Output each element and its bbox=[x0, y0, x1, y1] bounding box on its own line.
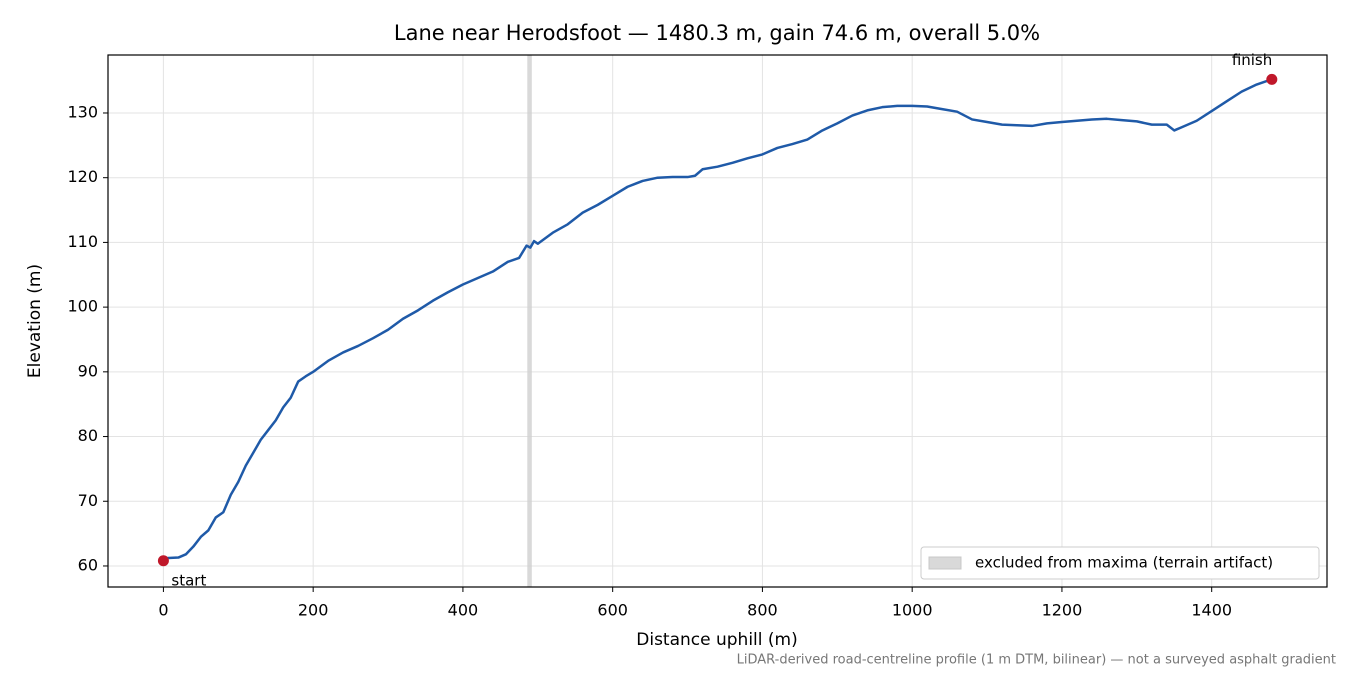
x-tick-label: 1000 bbox=[892, 601, 933, 620]
legend-label: excluded from maxima (terrain artifact) bbox=[975, 554, 1273, 572]
x-tick-label: 800 bbox=[747, 601, 778, 620]
x-tick-label: 400 bbox=[448, 601, 479, 620]
endpoint-label: finish bbox=[1232, 51, 1272, 69]
footnote: LiDAR-derived road-centreline profile (1… bbox=[737, 653, 1336, 668]
y-tick-label: 100 bbox=[67, 297, 98, 316]
y-tick-label: 80 bbox=[78, 426, 98, 445]
elevation-line bbox=[163, 78, 1272, 560]
x-tick-label: 200 bbox=[298, 601, 329, 620]
y-tick-label: 60 bbox=[78, 555, 98, 574]
plot-frame bbox=[107, 54, 1328, 588]
x-tick-label: 0 bbox=[158, 601, 168, 620]
endpoint-marker bbox=[157, 555, 169, 567]
x-tick-label: 1400 bbox=[1191, 601, 1232, 620]
excluded-span bbox=[527, 55, 532, 587]
y-axis-label: Elevation (m) bbox=[25, 264, 45, 378]
endpoint-label: start bbox=[171, 571, 206, 589]
legend-swatch bbox=[928, 556, 962, 570]
x-axis-label: Distance uphill (m) bbox=[636, 630, 797, 650]
y-tick-label: 110 bbox=[67, 232, 98, 251]
endpoint-marker bbox=[1266, 73, 1278, 85]
y-tick-label: 70 bbox=[78, 491, 98, 510]
y-tick-label: 90 bbox=[78, 361, 98, 380]
legend-box bbox=[920, 546, 1320, 580]
x-tick-label: 600 bbox=[597, 601, 628, 620]
chart-title: Lane near Herodsfoot — 1480.3 m, gain 74… bbox=[394, 21, 1040, 45]
y-tick-label: 130 bbox=[67, 102, 98, 121]
x-tick-label: 1200 bbox=[1042, 601, 1083, 620]
y-tick-label: 120 bbox=[67, 167, 98, 186]
